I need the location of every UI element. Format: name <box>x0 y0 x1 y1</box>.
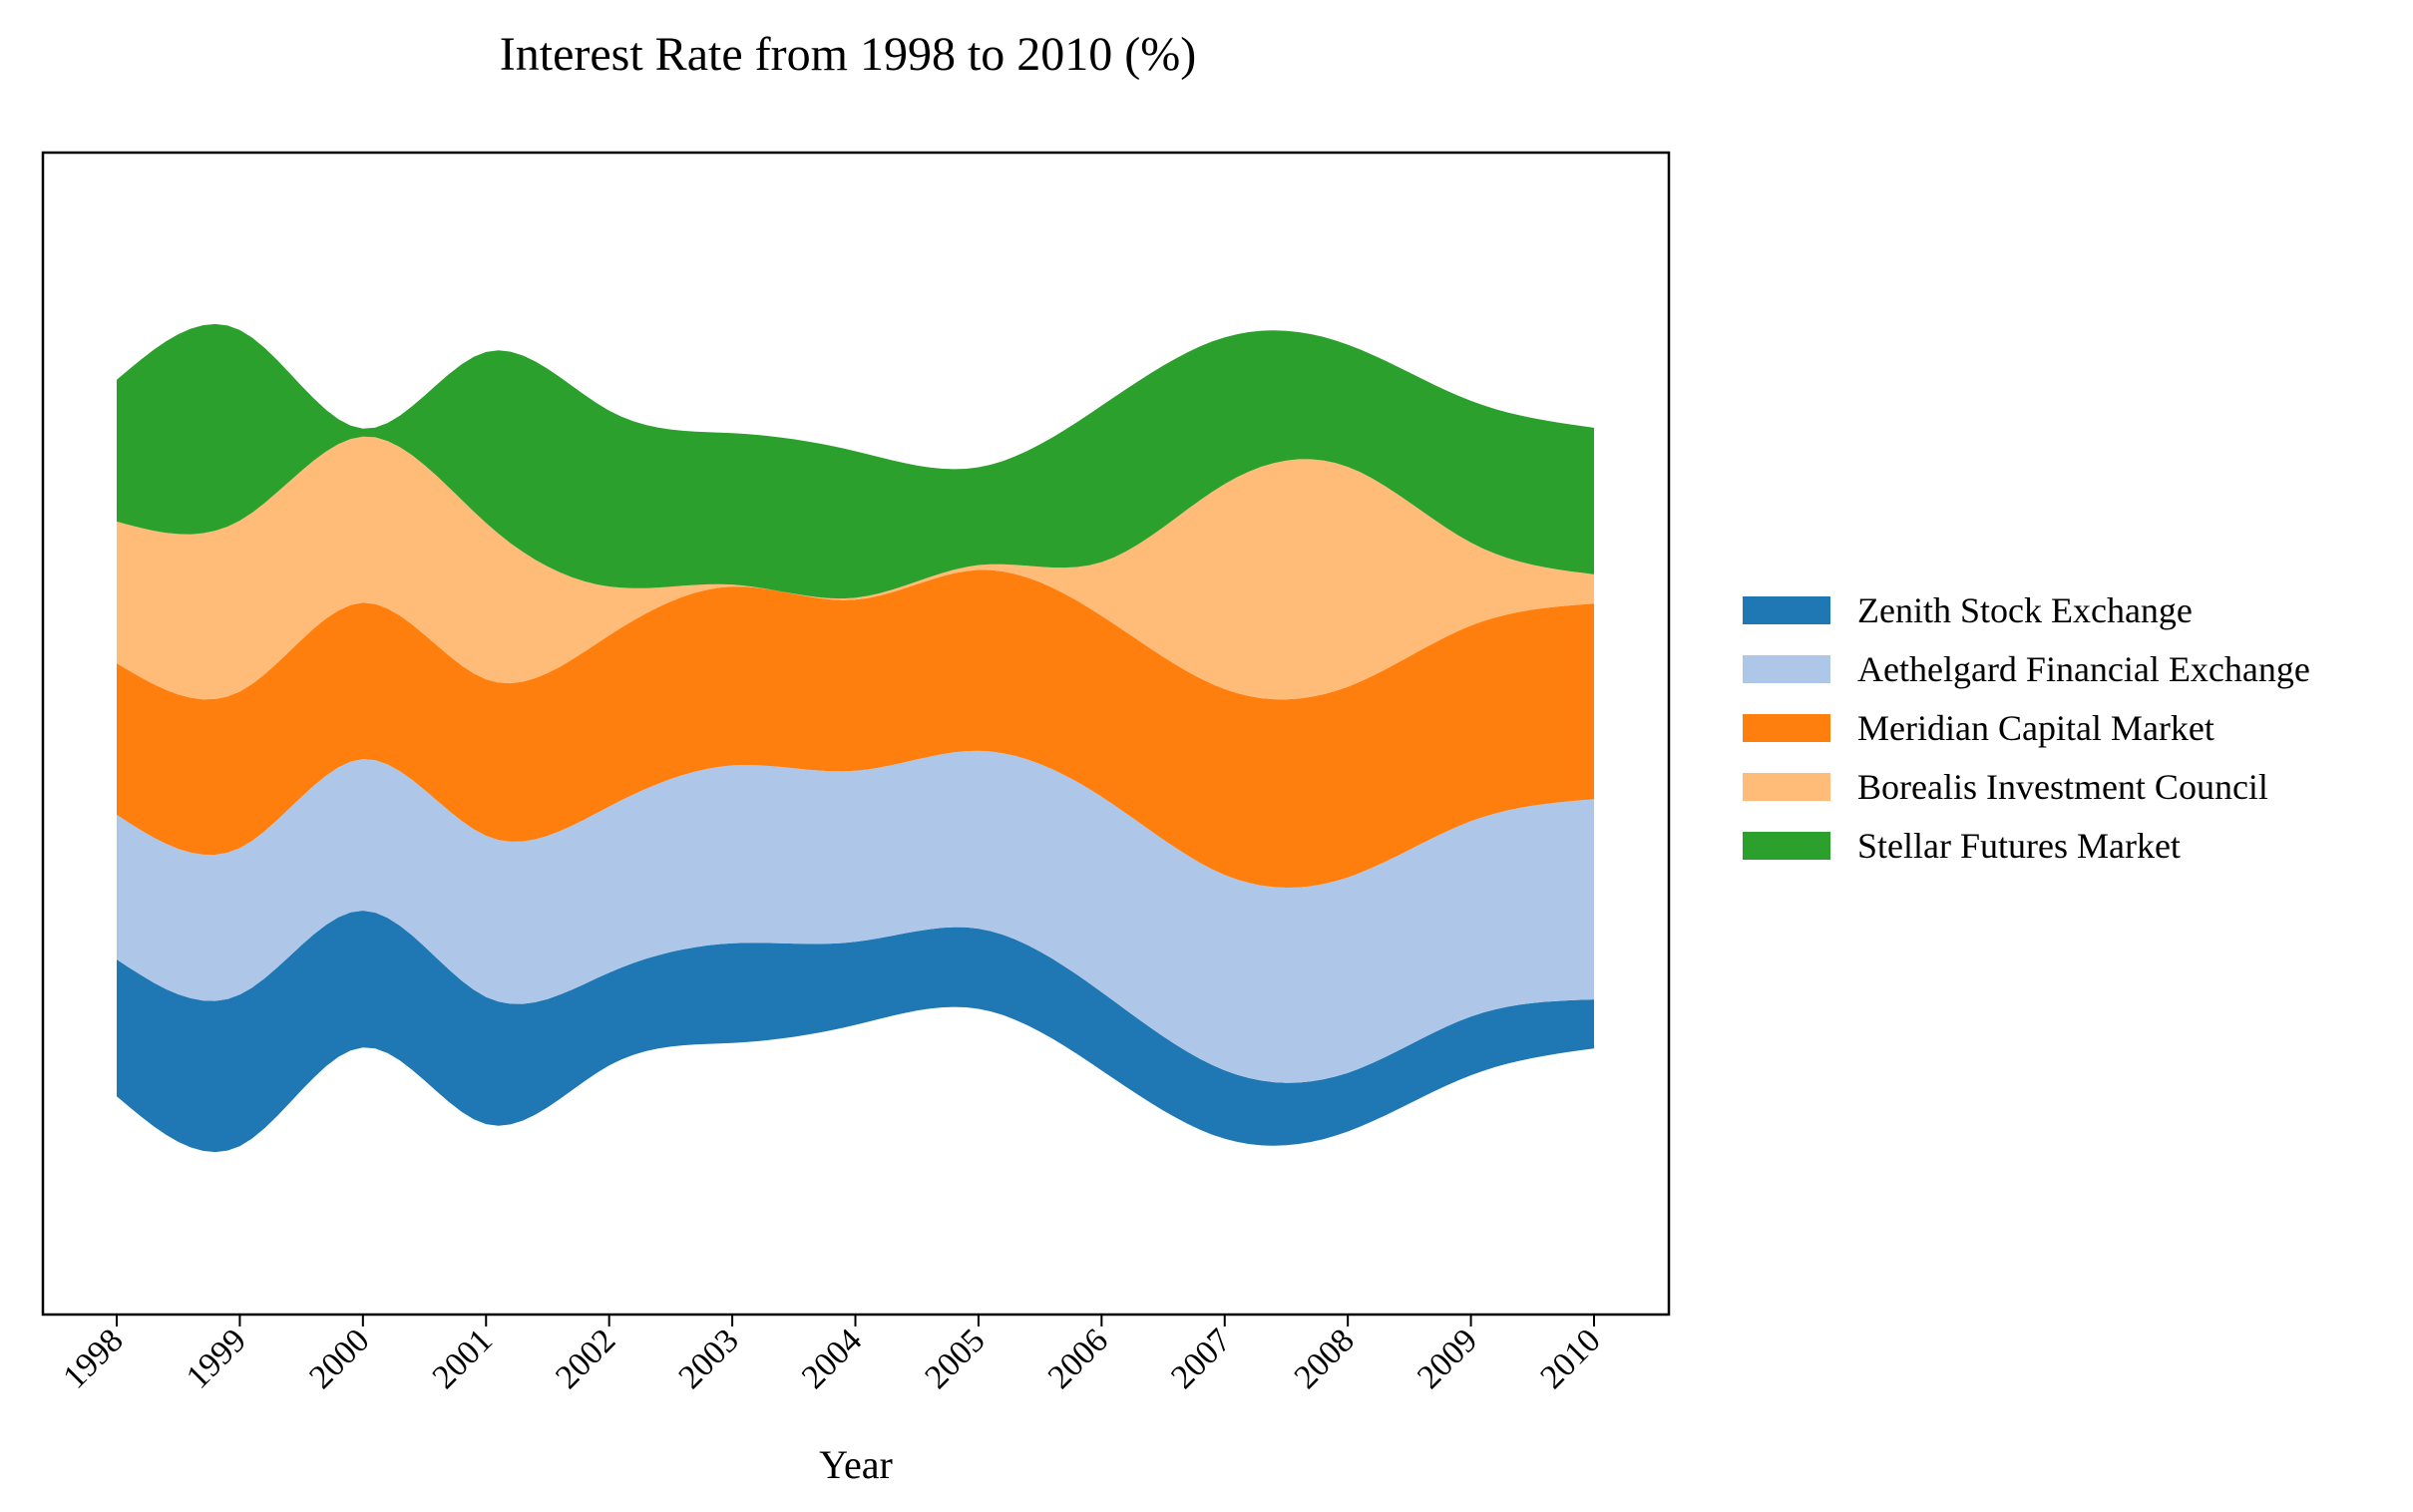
legend-label: Zenith Stock Exchange <box>1857 590 2193 630</box>
stream-area-4 <box>117 436 1594 700</box>
x-tick-label: 2005 <box>918 1322 992 1395</box>
stream-area-5 <box>117 323 1594 599</box>
legend-label: Borealis Investment Council <box>1857 767 2268 807</box>
stream-area-1 <box>117 911 1594 1153</box>
x-tick-label: 2002 <box>549 1322 622 1395</box>
x-axis-label: Year <box>819 1442 893 1487</box>
chart-title: Interest Rate from 1998 to 2010 (%) <box>500 28 1196 81</box>
x-tick-label: 2003 <box>671 1322 745 1395</box>
x-tick-label: 2007 <box>1164 1322 1238 1395</box>
legend-swatch <box>1743 714 1830 742</box>
x-tick-label: 2004 <box>795 1322 869 1395</box>
x-axis: 1998 1999 2000 2001 2002 2003 2004 2005 2006 2007… <box>56 1315 1608 1396</box>
stream-area-2 <box>117 750 1594 1083</box>
x-tick-label: 2010 <box>1533 1322 1607 1395</box>
legend-label: Aethelgard Financial Exchange <box>1857 649 2310 689</box>
legend-swatch <box>1743 655 1830 683</box>
x-tick-label: 2001 <box>426 1322 500 1395</box>
stream-areas <box>117 323 1594 1153</box>
legend-swatch <box>1743 773 1830 801</box>
x-tick-label: 2009 <box>1410 1322 1484 1395</box>
x-tick-label: 2008 <box>1288 1322 1362 1395</box>
stream-area-3 <box>117 569 1594 888</box>
legend-swatch <box>1743 832 1830 860</box>
x-tick-label: 1998 <box>56 1322 130 1395</box>
legend-label: Meridian Capital Market <box>1857 708 2214 748</box>
legend-swatch <box>1743 596 1830 624</box>
legend-label: Stellar Futures Market <box>1857 826 2181 866</box>
x-tick-label: 2000 <box>302 1322 376 1395</box>
legend: Zenith Stock Exchange Aethelgard Financia… <box>1743 590 2310 866</box>
x-tick-label: 2006 <box>1041 1322 1115 1395</box>
x-tick-label: 1999 <box>180 1322 253 1395</box>
